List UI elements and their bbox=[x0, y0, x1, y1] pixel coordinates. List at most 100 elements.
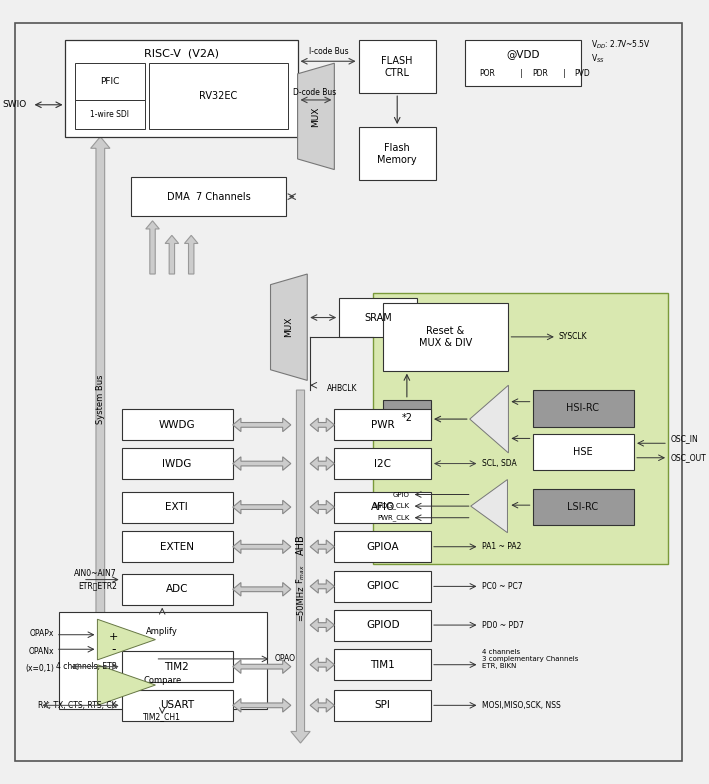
Text: RISC-V  (V2A): RISC-V (V2A) bbox=[144, 49, 219, 59]
Polygon shape bbox=[233, 699, 291, 712]
Text: 1-wire SDI: 1-wire SDI bbox=[91, 110, 130, 119]
FancyBboxPatch shape bbox=[121, 532, 233, 562]
FancyBboxPatch shape bbox=[149, 64, 288, 129]
Text: FLASH
CTRL: FLASH CTRL bbox=[381, 56, 413, 78]
Text: GPIOD: GPIOD bbox=[366, 620, 399, 630]
Polygon shape bbox=[310, 579, 335, 593]
Polygon shape bbox=[165, 235, 179, 274]
Polygon shape bbox=[310, 418, 335, 432]
Text: LSI-RC: LSI-RC bbox=[567, 502, 598, 512]
FancyBboxPatch shape bbox=[65, 40, 298, 136]
Text: RX, TX, CTS, RTS, CK: RX, TX, CTS, RTS, CK bbox=[38, 701, 117, 710]
FancyBboxPatch shape bbox=[335, 649, 431, 681]
Polygon shape bbox=[233, 660, 291, 673]
Text: I2C: I2C bbox=[374, 459, 391, 469]
FancyBboxPatch shape bbox=[335, 532, 431, 562]
Text: PA1 ~ PA2: PA1 ~ PA2 bbox=[482, 543, 522, 551]
Text: *2: *2 bbox=[401, 413, 413, 423]
Text: AIN0~AIN7: AIN0~AIN7 bbox=[74, 569, 117, 579]
Text: GPIOA: GPIOA bbox=[367, 542, 399, 552]
Polygon shape bbox=[271, 274, 307, 380]
Text: TIM1: TIM1 bbox=[370, 659, 395, 670]
Polygon shape bbox=[233, 418, 291, 432]
Polygon shape bbox=[97, 619, 155, 660]
FancyBboxPatch shape bbox=[75, 64, 145, 100]
Text: |: | bbox=[563, 69, 566, 78]
Text: ETR、ETR2: ETR、ETR2 bbox=[78, 581, 117, 590]
Polygon shape bbox=[471, 480, 508, 532]
Text: Flash
Memory: Flash Memory bbox=[377, 143, 417, 165]
FancyBboxPatch shape bbox=[15, 23, 681, 761]
Text: OPAPx: OPAPx bbox=[30, 630, 54, 638]
Text: AHB: AHB bbox=[296, 535, 306, 555]
FancyBboxPatch shape bbox=[121, 574, 233, 604]
Text: SYSCLK: SYSCLK bbox=[559, 332, 587, 341]
Polygon shape bbox=[91, 136, 110, 661]
Polygon shape bbox=[470, 385, 508, 453]
FancyBboxPatch shape bbox=[383, 303, 508, 371]
Text: D-code Bus: D-code Bus bbox=[294, 88, 337, 96]
Text: PVD: PVD bbox=[574, 69, 590, 78]
FancyBboxPatch shape bbox=[383, 400, 431, 437]
Text: DMA  7 Channels: DMA 7 Channels bbox=[167, 191, 250, 201]
Text: HSI-RC: HSI-RC bbox=[566, 404, 599, 413]
Text: PFIC: PFIC bbox=[100, 77, 120, 86]
FancyBboxPatch shape bbox=[121, 492, 233, 523]
FancyBboxPatch shape bbox=[359, 127, 436, 180]
Text: MUX: MUX bbox=[311, 106, 320, 126]
Text: F$_{max}$: F$_{max}$ bbox=[294, 564, 307, 583]
Polygon shape bbox=[291, 390, 310, 743]
Text: PD0 ~ PD7: PD0 ~ PD7 bbox=[482, 621, 524, 630]
Text: OPAO: OPAO bbox=[274, 655, 296, 663]
FancyBboxPatch shape bbox=[532, 390, 634, 426]
Polygon shape bbox=[310, 540, 335, 554]
Text: +: + bbox=[109, 632, 118, 641]
Text: PWR: PWR bbox=[371, 420, 394, 430]
Text: MUX: MUX bbox=[284, 317, 294, 337]
FancyBboxPatch shape bbox=[59, 612, 267, 710]
FancyBboxPatch shape bbox=[335, 610, 431, 641]
Text: V$_{DD}$: 2.7V~5.5V: V$_{DD}$: 2.7V~5.5V bbox=[591, 38, 651, 51]
Polygon shape bbox=[310, 658, 335, 671]
Polygon shape bbox=[310, 500, 335, 514]
Text: OSC_IN: OSC_IN bbox=[671, 434, 698, 443]
Text: TIM2: TIM2 bbox=[164, 662, 189, 672]
Polygon shape bbox=[233, 583, 291, 596]
Text: EXTI: EXTI bbox=[165, 502, 188, 512]
Polygon shape bbox=[310, 457, 335, 470]
Text: PWR_CLK: PWR_CLK bbox=[377, 514, 410, 521]
Text: =50MHz: =50MHz bbox=[296, 585, 305, 621]
Text: 4 channels
3 complementary Channels
ETR, BIKN: 4 channels 3 complementary Channels ETR,… bbox=[482, 649, 579, 669]
Text: SPI: SPI bbox=[375, 700, 391, 710]
Text: System Bus: System Bus bbox=[96, 375, 105, 424]
Text: MOSI,MISO,SCK, NSS: MOSI,MISO,SCK, NSS bbox=[482, 701, 561, 710]
Text: V$_{SS}$: V$_{SS}$ bbox=[591, 52, 605, 64]
FancyBboxPatch shape bbox=[335, 492, 431, 523]
Polygon shape bbox=[184, 235, 198, 274]
FancyBboxPatch shape bbox=[121, 652, 233, 682]
FancyBboxPatch shape bbox=[465, 40, 581, 86]
Text: RV32EC: RV32EC bbox=[199, 91, 238, 101]
Text: Amplify: Amplify bbox=[146, 627, 178, 637]
Text: SWIO: SWIO bbox=[3, 100, 27, 109]
Text: HSE: HSE bbox=[573, 447, 593, 457]
Text: GPIOC: GPIOC bbox=[366, 582, 399, 591]
Text: IWDG_CLK: IWDG_CLK bbox=[374, 503, 410, 510]
Text: Compare: Compare bbox=[143, 676, 182, 684]
Text: AHBCLK: AHBCLK bbox=[327, 383, 357, 393]
Polygon shape bbox=[298, 64, 335, 169]
Text: 4 channels, ETR: 4 channels, ETR bbox=[55, 662, 117, 671]
Polygon shape bbox=[233, 457, 291, 470]
Text: @VDD: @VDD bbox=[506, 49, 540, 60]
Polygon shape bbox=[310, 619, 335, 632]
Text: OSC_OUT: OSC_OUT bbox=[671, 453, 707, 463]
Polygon shape bbox=[146, 221, 160, 274]
Text: Reset &
MUX & DIV: Reset & MUX & DIV bbox=[419, 326, 472, 347]
Text: OPANx: OPANx bbox=[28, 647, 54, 655]
Text: SRAM: SRAM bbox=[364, 313, 392, 322]
FancyBboxPatch shape bbox=[121, 690, 233, 720]
Text: SCL, SDA: SCL, SDA bbox=[482, 459, 517, 468]
Polygon shape bbox=[97, 665, 155, 706]
Text: ADC: ADC bbox=[165, 584, 188, 594]
Polygon shape bbox=[310, 699, 335, 712]
